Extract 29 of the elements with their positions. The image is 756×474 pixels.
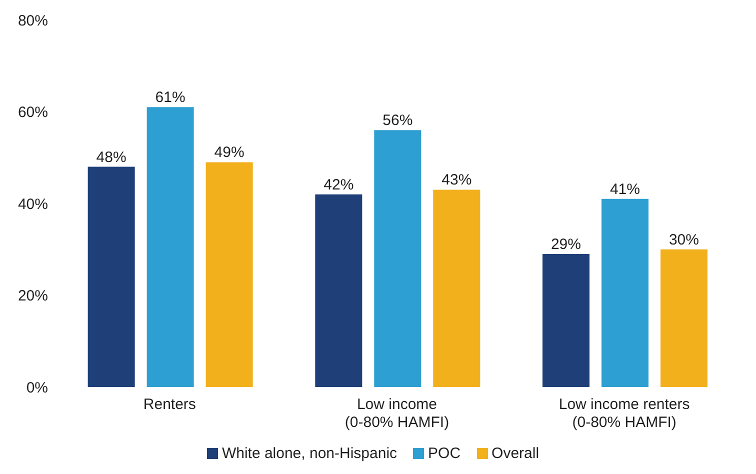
data-label: 43% xyxy=(442,172,472,189)
data-label: 56% xyxy=(382,112,413,130)
x-tick-label: Renters xyxy=(143,396,196,413)
bar xyxy=(542,254,590,387)
bar xyxy=(315,194,362,387)
x-tick-label: Low income renters (0-80% HAMFI) xyxy=(558,396,690,431)
data-label: 29% xyxy=(550,236,582,253)
y-tick-label: 0% xyxy=(26,379,48,396)
data-label: 49% xyxy=(214,144,244,162)
data-label: 41% xyxy=(610,180,640,198)
y-tick-label: 20% xyxy=(18,288,48,305)
data-label: 42% xyxy=(324,176,354,194)
bar xyxy=(601,198,648,387)
data-label: 48% xyxy=(96,148,126,166)
bar xyxy=(206,162,253,387)
bar xyxy=(660,249,708,387)
y-tick-label: 60% xyxy=(18,104,48,122)
y-tick-label: 80% xyxy=(18,12,48,30)
bar xyxy=(146,107,194,387)
legend-label: POC xyxy=(427,445,461,462)
data-label: 61% xyxy=(155,89,186,106)
data-label: 30% xyxy=(668,231,700,248)
legend-label: Overall xyxy=(490,445,540,462)
x-tick-label: Low income (0-80% HAMFI) xyxy=(344,396,450,431)
legend-label: White alone, non-Hispanic xyxy=(220,445,398,462)
bar xyxy=(88,166,135,387)
y-tick-label: 40% xyxy=(18,196,48,213)
bar xyxy=(374,130,422,387)
bar xyxy=(433,190,480,387)
